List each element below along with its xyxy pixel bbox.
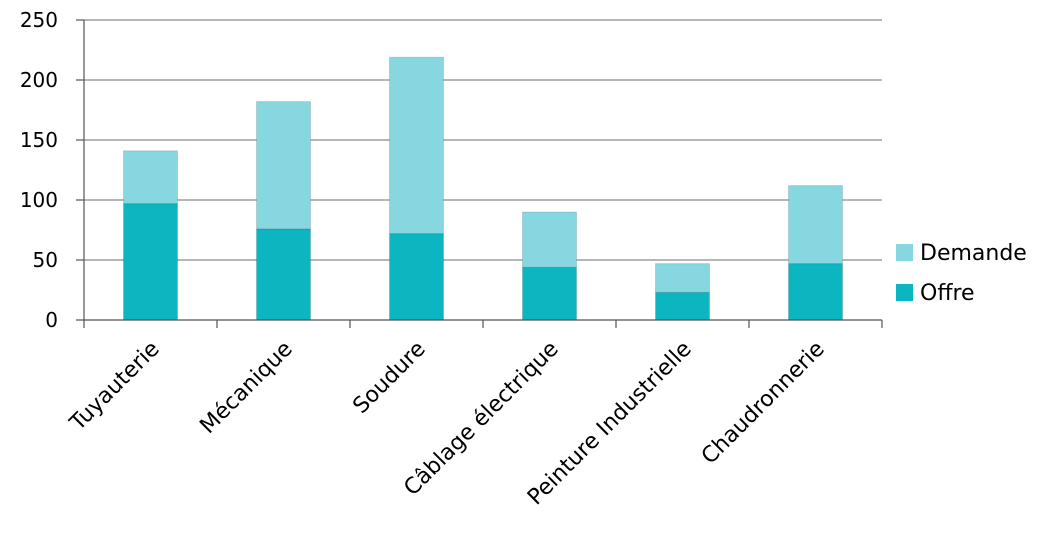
bar-demande-1 <box>256 101 311 230</box>
bar-offre-0 <box>123 203 178 321</box>
legend-swatch-demande <box>896 244 913 261</box>
y-tick-label: 200 <box>20 68 58 92</box>
legend-swatch-offre <box>896 284 913 301</box>
y-tick-label: 50 <box>33 248 58 272</box>
bar-demande-0 <box>123 150 178 205</box>
y-tick-label: 0 <box>45 308 58 332</box>
legend: Demande Offre <box>896 241 1027 306</box>
bar-offre-4 <box>655 291 710 321</box>
x-category-label: Soudure <box>348 337 430 419</box>
bar-offre-2 <box>389 233 444 321</box>
y-tick-labels: 0 50 100 150 200 250 <box>20 8 58 332</box>
bar-demande-4 <box>655 263 710 293</box>
bar-demande-3 <box>522 211 577 268</box>
y-tick-label: 250 <box>20 8 58 32</box>
y-tick-label: 150 <box>20 128 58 152</box>
x-category-label: Chaudronnerie <box>697 337 830 470</box>
bar-demande-2 <box>389 56 444 235</box>
bar-demande-5 <box>788 185 843 265</box>
gridlines <box>84 19 882 261</box>
y-tick-label: 100 <box>20 188 58 212</box>
legend-label-offre: Offre <box>920 281 975 306</box>
bars <box>123 56 843 321</box>
x-category-label: Mécanique <box>195 337 297 439</box>
bar-offre-5 <box>788 263 843 321</box>
axes <box>76 19 883 328</box>
legend-label-demande: Demande <box>920 241 1027 266</box>
x-category-label: Tuyauterie <box>65 337 165 437</box>
bar-offre-3 <box>522 266 577 321</box>
bar-offre-1 <box>256 228 311 321</box>
